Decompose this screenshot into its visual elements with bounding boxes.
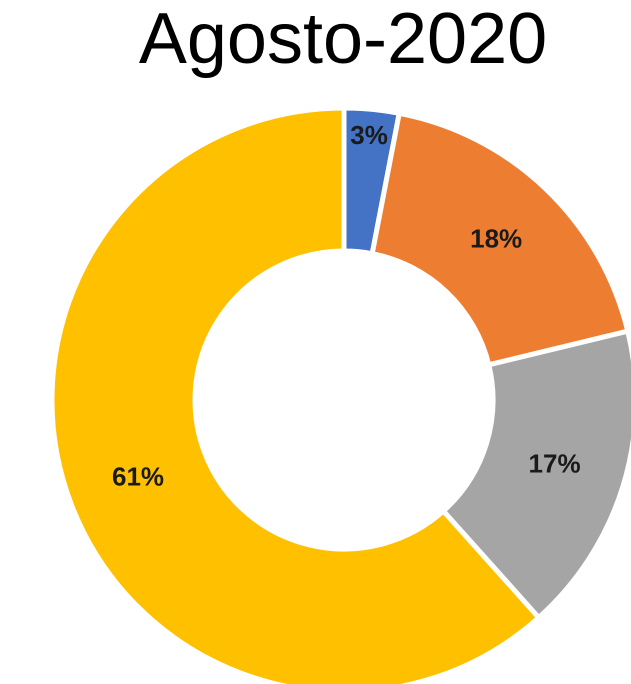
donut-slice <box>369 110 631 368</box>
data-label: 3% <box>350 120 388 150</box>
donut-slice <box>49 105 543 684</box>
donut-slice <box>439 328 631 622</box>
data-label: 17% <box>529 448 581 478</box>
data-label: 18% <box>470 223 522 253</box>
chart-title: Agosto-2020 <box>139 0 547 79</box>
data-label: 61% <box>112 462 164 492</box>
